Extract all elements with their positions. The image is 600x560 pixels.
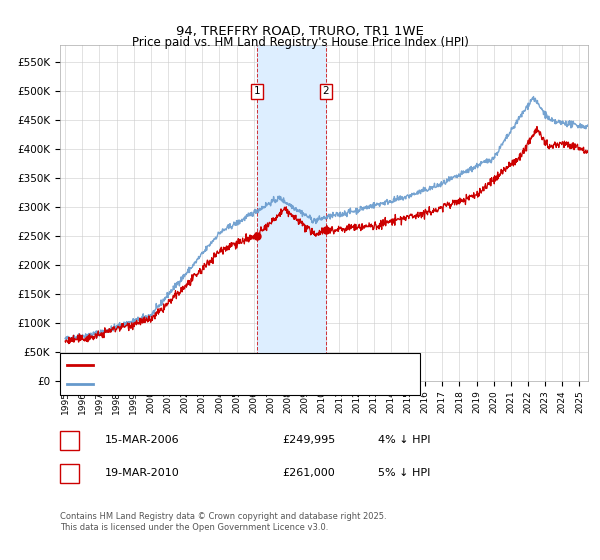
- Text: 19-MAR-2010: 19-MAR-2010: [105, 468, 180, 478]
- Text: 94, TREFFRY ROAD, TRURO, TR1 1WE: 94, TREFFRY ROAD, TRURO, TR1 1WE: [176, 25, 424, 38]
- Bar: [257, 45, 326, 381]
- Text: 5% ↓ HPI: 5% ↓ HPI: [378, 468, 430, 478]
- Text: Contains HM Land Registry data © Crown copyright and database right 2025.
This d: Contains HM Land Registry data © Crown c…: [60, 512, 386, 532]
- Text: £249,995: £249,995: [282, 435, 335, 445]
- Text: HPI: Average price, detached house, Cornwall: HPI: Average price, detached house, Corn…: [97, 379, 320, 389]
- Text: 1: 1: [254, 86, 260, 96]
- Text: 2: 2: [323, 86, 329, 96]
- Text: 94, TREFFRY ROAD, TRURO, TR1 1WE (detached house): 94, TREFFRY ROAD, TRURO, TR1 1WE (detach…: [97, 360, 370, 370]
- Text: £261,000: £261,000: [282, 468, 335, 478]
- Text: 1: 1: [66, 435, 73, 445]
- Text: 15-MAR-2006: 15-MAR-2006: [105, 435, 179, 445]
- Text: 4% ↓ HPI: 4% ↓ HPI: [378, 435, 431, 445]
- Text: 2: 2: [66, 468, 73, 478]
- Text: Price paid vs. HM Land Registry's House Price Index (HPI): Price paid vs. HM Land Registry's House …: [131, 36, 469, 49]
